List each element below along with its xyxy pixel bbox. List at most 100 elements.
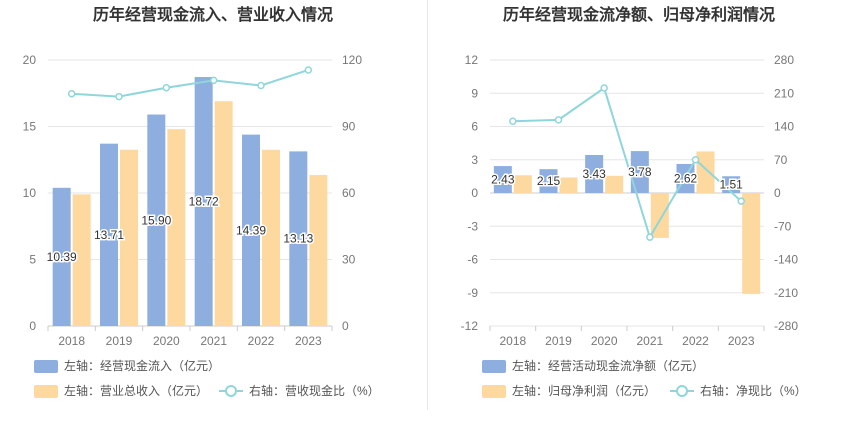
- right-axis-tick: 210: [774, 86, 794, 100]
- bar-data-label: 1.51: [719, 178, 743, 192]
- left-axis-tick: 10: [23, 186, 37, 200]
- line-point: [304, 66, 313, 74]
- line-point: [554, 116, 563, 124]
- x-axis-label: 2018: [58, 334, 85, 348]
- bar-series-1: [100, 143, 118, 326]
- x-axis-label: 2020: [591, 334, 618, 348]
- left-axis-tick: -6: [467, 253, 478, 267]
- right-axis-tick: 280: [774, 53, 794, 67]
- bar-data-label: 2.62: [674, 171, 698, 185]
- line-point: [67, 89, 76, 98]
- bar-data-label: 3.43: [582, 167, 606, 181]
- bar-series-2: [559, 177, 578, 193]
- bar-data-label: 15.90: [141, 213, 171, 227]
- right-axis-tick: 0: [774, 186, 781, 200]
- left-axis-tick: 5: [29, 253, 36, 267]
- bar-series-1: [242, 134, 260, 326]
- bar-series-2: [214, 101, 233, 326]
- x-axis-label: 2019: [545, 334, 572, 348]
- x-axis-label: 2022: [682, 334, 709, 348]
- line-point: [115, 92, 123, 101]
- bar-series-2: [742, 193, 761, 294]
- x-axis-label: 2023: [728, 334, 755, 348]
- chart-title: 历年经营现金流入、营业收入情况: [93, 5, 333, 24]
- legend-line-marker: [225, 385, 237, 397]
- line-point: [209, 76, 218, 85]
- bar-data-label: 14.39: [236, 223, 266, 237]
- bar-data-label: 2.15: [537, 174, 561, 188]
- legend-label: 左轴：归母净利润（亿元）: [512, 383, 656, 398]
- bar-data-label: 3.78: [628, 165, 652, 179]
- legend-swatch: [34, 385, 58, 398]
- bar-data-label: 18.72: [189, 195, 219, 209]
- bar-series-2: [120, 149, 138, 326]
- left-axis-tick: 0: [471, 186, 478, 200]
- right-axis-tick: 30: [342, 253, 356, 267]
- bar-series-2: [513, 175, 532, 193]
- bar-series-1: [194, 77, 213, 326]
- line-point: [600, 84, 608, 92]
- x-axis-label: 2021: [636, 334, 663, 348]
- bar-series-1: [52, 187, 71, 326]
- bar-series-2: [72, 194, 91, 326]
- left-axis-tick: -12: [461, 319, 479, 333]
- bar-series-1: [147, 114, 166, 326]
- legend-swatch: [482, 360, 506, 373]
- x-axis-label: 2020: [153, 334, 180, 348]
- panel-divider: [427, 0, 428, 410]
- bar-series-1: [585, 154, 604, 193]
- right-axis-tick: -70: [774, 219, 792, 233]
- x-axis-label: 2021: [200, 334, 227, 348]
- bar-series-2: [167, 129, 186, 326]
- right-axis-tick: 0: [342, 319, 349, 333]
- bar-data-label: 2.43: [491, 173, 515, 187]
- chart-netcash-profit: 历年经营现金流净额、归母净利润情况 -12 -9 -6 -3 0 3 6 9 12 -280 -210…: [461, 5, 807, 398]
- legend-line-marker: [676, 385, 688, 397]
- right-axis-tick: 90: [342, 120, 356, 134]
- bar-series-2: [262, 149, 280, 326]
- x-axis-label: 2023: [295, 334, 322, 348]
- left-axis-tick: 0: [29, 319, 36, 333]
- line-point: [737, 197, 745, 205]
- left-axis-tick: -3: [467, 219, 478, 233]
- bar-series-1: [539, 169, 558, 193]
- chart-cashflow-revenue: 历年经营现金流入、营业收入情况 0 5 10 15 20 0 30 60 90 120 2018 201…: [23, 5, 380, 398]
- bar-data-label: 10.39: [47, 250, 77, 264]
- left-axis-tick: 12: [465, 53, 479, 67]
- line-point: [162, 83, 171, 92]
- right-axis-tick: 60: [342, 186, 356, 200]
- left-axis-tick: 6: [471, 120, 478, 134]
- right-axis-tick: -210: [774, 286, 798, 300]
- chart-title: 历年经营现金流净额、归母净利润情况: [503, 5, 775, 24]
- line-point: [257, 81, 265, 90]
- legend-label: 左轴：经营现金流入（亿元）: [64, 358, 220, 373]
- line-point: [691, 156, 700, 164]
- bar-series-2: [605, 175, 624, 193]
- bar-series-1: [289, 151, 308, 326]
- x-axis-label: 2018: [499, 334, 526, 348]
- line-point: [646, 233, 654, 241]
- left-axis-tick: -9: [467, 286, 478, 300]
- right-axis-tick: 140: [774, 120, 794, 134]
- right-axis-tick: 70: [774, 153, 788, 167]
- x-axis-label: 2019: [106, 334, 133, 348]
- bar-series-2: [309, 175, 328, 326]
- right-axis-tick: 120: [342, 53, 362, 67]
- right-axis-tick: -140: [774, 253, 798, 267]
- left-axis-tick: 15: [23, 120, 37, 134]
- legend-label: 左轴：经营活动现金流净额（亿元）: [512, 358, 704, 373]
- bar-series-1: [630, 151, 649, 193]
- legend-label: 右轴：净现比（%）: [700, 383, 807, 398]
- line-point: [509, 117, 517, 126]
- left-axis-tick: 9: [471, 86, 478, 100]
- line-series: [71, 69, 309, 98]
- legend-swatch: [34, 360, 58, 373]
- left-axis-tick: 3: [471, 153, 478, 167]
- left-axis-tick: 20: [23, 53, 37, 67]
- line-series: [512, 86, 742, 240]
- legend-swatch: [482, 385, 506, 398]
- legend-label: 右轴：营收现金比（%）: [249, 383, 380, 398]
- bar-data-label: 13.13: [283, 232, 313, 246]
- legend-label: 左轴：营业总收入（亿元）: [64, 383, 208, 398]
- bar-data-label: 13.71: [94, 228, 124, 242]
